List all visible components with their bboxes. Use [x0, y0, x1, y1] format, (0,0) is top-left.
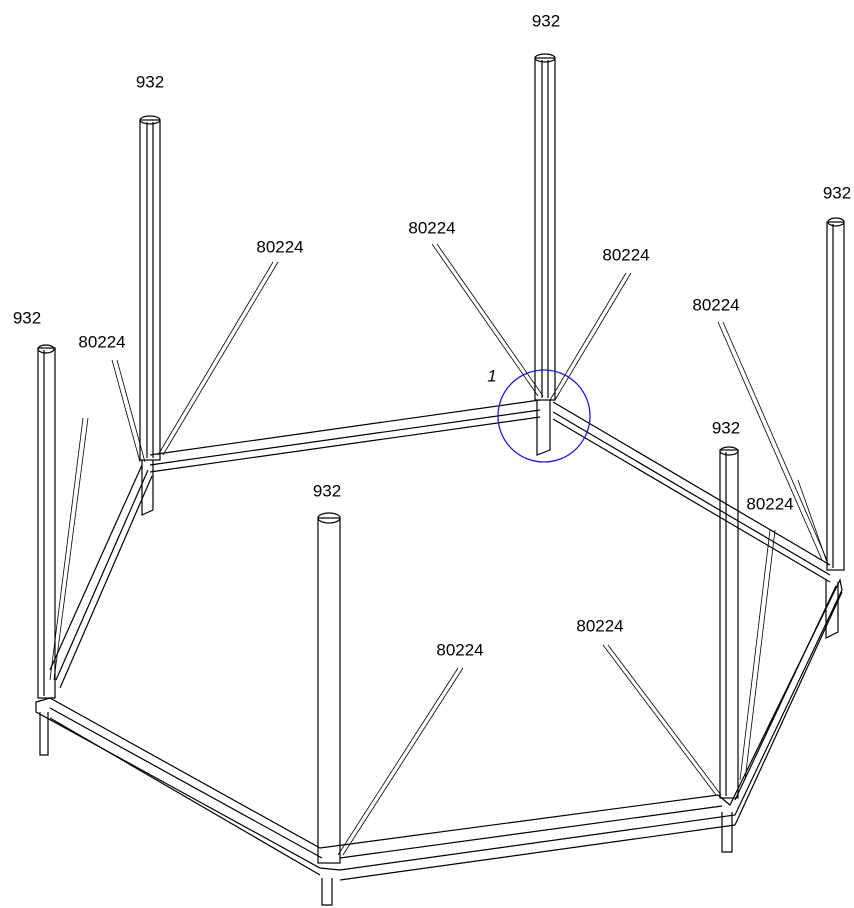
part-label: 80224 [576, 616, 623, 635]
part-label: 932 [13, 308, 41, 327]
part-label: 932 [712, 418, 740, 437]
part-label: 932 [136, 72, 164, 91]
part-label: 932 [823, 183, 851, 202]
post [826, 221, 845, 571]
part-label: 80224 [78, 332, 125, 351]
post [317, 517, 341, 864]
post [534, 57, 556, 401]
post [139, 119, 161, 461]
part-label: 80224 [692, 295, 739, 314]
leader-lines [49, 243, 829, 856]
part-label: 932 [313, 481, 341, 500]
part-label: 932 [532, 11, 560, 30]
detail-circle [497, 369, 591, 463]
part-label: 80224 [408, 218, 455, 237]
frame [35, 53, 845, 906]
part-label: 80224 [256, 237, 303, 256]
post [37, 347, 56, 699]
detail-label: 1 [487, 366, 496, 385]
part-label: 80224 [746, 494, 793, 513]
post [719, 449, 739, 799]
part-label: 80224 [602, 245, 649, 264]
part-label: 80224 [436, 640, 483, 659]
